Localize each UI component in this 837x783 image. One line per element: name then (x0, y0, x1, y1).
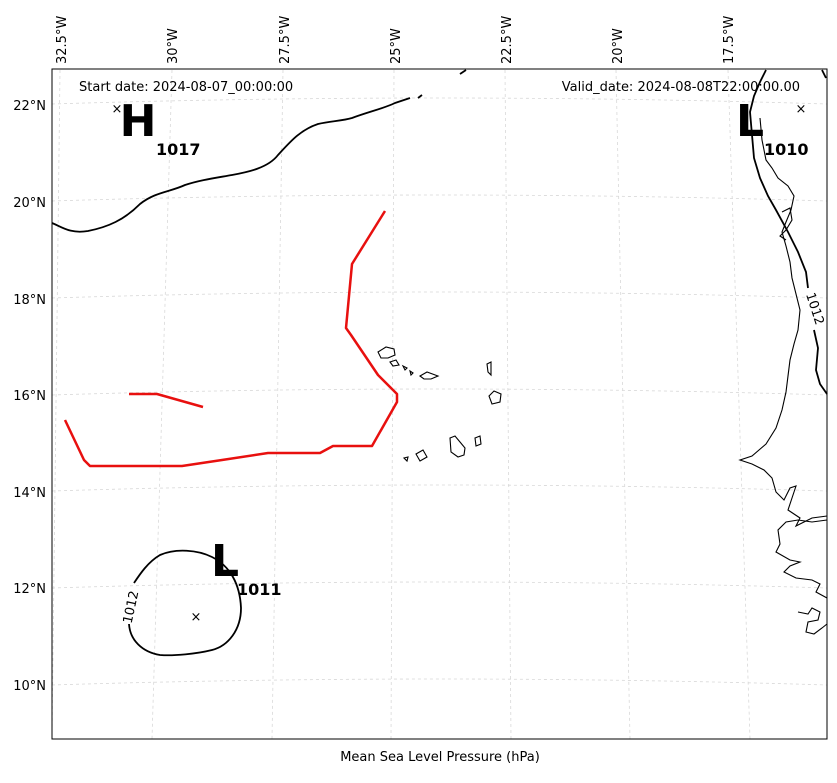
high-value: 1017 (156, 140, 201, 159)
low-value-east: 1010 (764, 140, 809, 159)
start-date: Start date: 2024-08-07_00:00:00 (79, 80, 293, 95)
parallel-14n (51, 484, 828, 492)
front-short (129, 392, 204, 409)
lat-label: 18°N (13, 293, 46, 308)
low-letter-south: L (211, 536, 239, 587)
lat-label: 16°N (13, 389, 46, 404)
lon-label: 27.5°W (278, 16, 293, 64)
center-mark-high: × (112, 102, 123, 117)
parallel-12n (51, 581, 828, 589)
lon-label: 25°W (389, 28, 404, 64)
isobar-north-tip2 (417, 94, 423, 99)
low-letter-east: L (736, 96, 764, 147)
map-frame (51, 68, 828, 740)
low-value-south: 1011 (237, 580, 282, 599)
lon-label: 17.5°W (722, 16, 737, 64)
coastline-africa (738, 117, 828, 635)
center-mark-low-east: × (796, 102, 807, 117)
meridian-32.5w (51, 69, 61, 740)
parallel-18n (51, 291, 828, 299)
pressure-centers: × H 1017 × L 1010 × L 1011 (112, 96, 809, 625)
isobar-closed-1012 (128, 549, 242, 657)
lat-label: 20°N (13, 196, 46, 211)
isobar-label-closed: 1012 (121, 590, 143, 625)
meridian-30w (151, 69, 173, 740)
parallel-16n (51, 388, 828, 396)
meridian-22.5w (504, 69, 512, 740)
lon-label: 30°W (166, 28, 181, 64)
lon-label: 22.5°W (500, 16, 515, 64)
front-main (63, 210, 399, 468)
latitude-labels: 22°N 20°N 18°N 16°N 14°N 12°N 10°N (13, 99, 46, 694)
cape-verde-islands (377, 346, 502, 463)
isobar-north (51, 97, 411, 233)
lat-label: 12°N (13, 582, 46, 597)
isobars (51, 69, 828, 657)
lat-label: 14°N (13, 486, 46, 501)
x-axis-label: Mean Sea Level Pressure (hPa) (340, 750, 540, 765)
isobar-east-1012 (749, 69, 809, 289)
meridian-25w (390, 69, 395, 740)
graticule (51, 69, 828, 740)
parallel-10n (51, 678, 828, 686)
lon-label: 20°W (611, 28, 626, 64)
isobar-label-east: 1012 (802, 291, 826, 327)
parallel-22n (51, 97, 828, 105)
meridian-27.5w (271, 69, 284, 740)
valid-date: Valid_date: 2024-08-08T22:00:00.00 (562, 80, 800, 95)
isobar-east-1012-lower (813, 329, 828, 395)
isobar-north-tip (459, 69, 467, 75)
isobar-east-tip (821, 69, 827, 79)
meridian-17.5w (727, 69, 751, 740)
fronts (63, 210, 399, 468)
high-letter: H (120, 96, 157, 147)
longitude-labels: 32.5°W 30°W 27.5°W 25°W 22.5°W 20°W 17.5… (55, 16, 737, 64)
meridian-20w (615, 69, 631, 740)
parallel-20n (51, 194, 828, 202)
lat-label: 22°N (13, 99, 46, 114)
lat-label: 10°N (13, 679, 46, 694)
center-mark-low-south: × (191, 610, 202, 625)
lon-label: 32.5°W (55, 16, 70, 64)
